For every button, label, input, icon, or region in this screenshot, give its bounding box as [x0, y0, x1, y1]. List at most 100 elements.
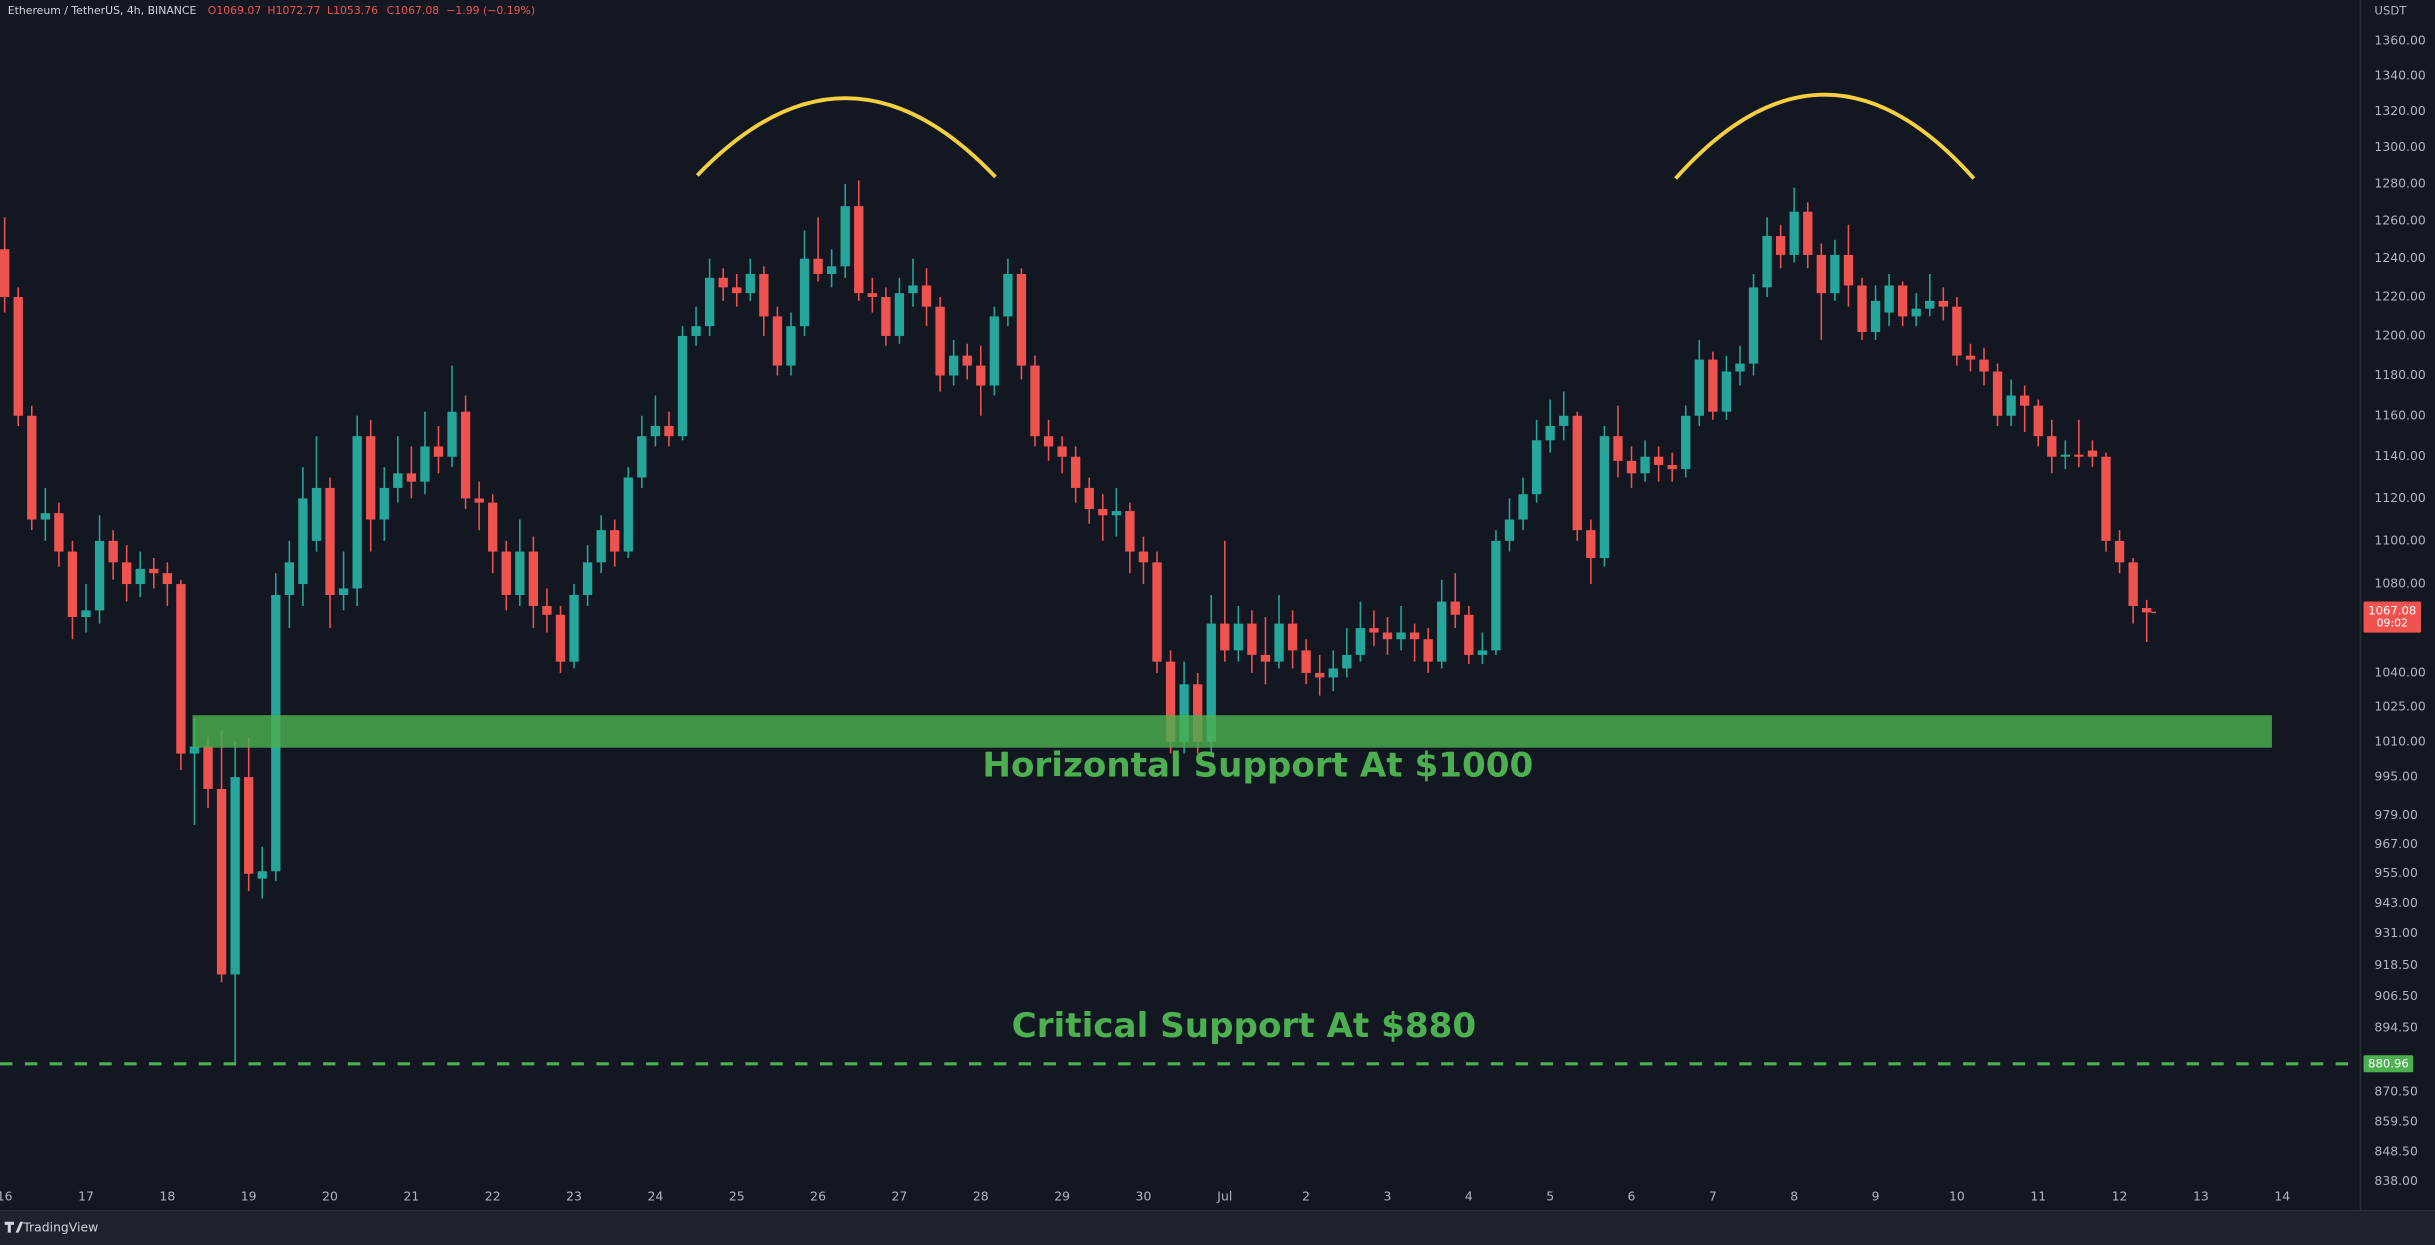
- quote-value: O1069.07: [208, 4, 261, 17]
- y-tick-label: 894.50: [2374, 1019, 2418, 1034]
- candle-body: [1775, 236, 1786, 255]
- currency: USDT: [2374, 3, 2407, 17]
- candle-body: [582, 562, 593, 595]
- candle-body: [1694, 359, 1704, 416]
- y-tick-label: 1320.00: [2374, 103, 2425, 118]
- candle-body: [122, 562, 132, 585]
- candle-body: [13, 297, 23, 416]
- candle-body: [1667, 465, 1677, 470]
- x-tick-label: 5: [1546, 1188, 1554, 1203]
- candle-body: [1111, 511, 1122, 516]
- support-zone: [192, 715, 2272, 748]
- y-tick-label: 906.50: [2374, 988, 2418, 1003]
- y-tick-label: 979.00: [2374, 807, 2418, 822]
- candle-body: [162, 573, 173, 585]
- candle-body: [1911, 308, 1921, 317]
- candle-body: [1518, 494, 1528, 520]
- y-tick-label: 1300.00: [2374, 139, 2425, 154]
- candle-body: [488, 502, 498, 552]
- candle-body: [2006, 395, 2016, 416]
- candle-body: [2060, 454, 2070, 457]
- candle-body: [1884, 285, 1894, 313]
- x-tick-label: 14: [2274, 1188, 2290, 1203]
- candle-body: [989, 316, 999, 386]
- candle-body: [1491, 540, 1501, 651]
- candle-body: [1125, 511, 1135, 552]
- symbol: Ethereum / TetherUS, 4h, BINANCE: [8, 4, 197, 17]
- candle-body: [894, 293, 905, 336]
- candle-body: [515, 551, 525, 595]
- candle-body: [1640, 456, 1650, 474]
- candle-body: [596, 530, 606, 563]
- candle-body: [1762, 236, 1772, 288]
- candle-body: [352, 436, 362, 589]
- x-tick-label: 13: [2193, 1188, 2209, 1203]
- y-tick-label: 1340.00: [2374, 68, 2425, 83]
- x-tick-label: 4: [1465, 1188, 1473, 1203]
- candle-body: [2033, 405, 2043, 437]
- candle-body: [1152, 562, 1162, 662]
- last-price: 1067.08: [2368, 603, 2416, 617]
- candle-body: [1870, 300, 1881, 333]
- candle-body: [1409, 632, 1420, 640]
- candle-body: [1274, 623, 1284, 662]
- candle-body: [1003, 273, 1013, 317]
- candle-body: [2101, 456, 2111, 541]
- x-tick-label: 7: [1709, 1188, 1717, 1203]
- candle-body: [379, 487, 389, 520]
- candle-body: [1328, 668, 1338, 678]
- x-tick-label: 6: [1628, 1188, 1636, 1203]
- candle-body: [1925, 300, 1935, 309]
- x-tick-label: 17: [78, 1188, 94, 1203]
- footer-bar: [0, 1212, 2435, 1245]
- candle-body: [1206, 623, 1216, 742]
- candle-body: [189, 746, 200, 754]
- candle-body: [1613, 436, 1623, 461]
- candle-body: [881, 297, 891, 336]
- candle-body: [67, 551, 78, 617]
- candle-body: [610, 530, 620, 552]
- candle-body: [1708, 359, 1718, 412]
- x-tick-label: 10: [1949, 1188, 1965, 1203]
- y-tick-label: 1025.00: [2374, 699, 2425, 714]
- candle-body: [203, 746, 213, 789]
- x-tick-label: 11: [2030, 1188, 2046, 1203]
- candle-body: [1477, 650, 1488, 655]
- x-tick-label: 24: [648, 1188, 664, 1203]
- candle-body: [1301, 650, 1311, 673]
- candle-body: [1437, 601, 1447, 662]
- y-tick-label: 1240.00: [2374, 250, 2425, 265]
- candle-body: [867, 293, 877, 298]
- candle-body: [935, 306, 945, 376]
- candle-body: [1315, 672, 1325, 678]
- candle-body: [921, 285, 932, 307]
- candle-body: [284, 562, 295, 595]
- x-tick-label: 29: [1054, 1188, 1070, 1203]
- candle-body: [474, 498, 484, 503]
- candle-body: [650, 425, 661, 437]
- candle-body: [2142, 608, 2152, 613]
- critical-price: 880.96: [2368, 1056, 2409, 1070]
- candle-body: [718, 277, 728, 288]
- critical-price-box: [2363, 1055, 2414, 1073]
- candle-body: [1043, 436, 1054, 447]
- x-tick-label: 25: [729, 1188, 745, 1203]
- candle-body: [1287, 623, 1298, 651]
- candle-body: [1599, 436, 1610, 559]
- candle-body: [1071, 456, 1081, 488]
- candle-body: [569, 594, 579, 662]
- candle-body: [54, 513, 64, 552]
- x-tick-label: 22: [485, 1188, 501, 1203]
- y-tick-label: 1010.00: [2374, 733, 2425, 748]
- last-price-box: [2363, 601, 2422, 633]
- candle-body: [799, 258, 810, 327]
- candle-body: [447, 411, 457, 457]
- y-tick-label: 848.50: [2374, 1144, 2418, 1159]
- x-tick-label: 16: [0, 1188, 13, 1203]
- candle-body: [2114, 540, 2125, 563]
- candle-body: [2020, 395, 2030, 406]
- x-tick-label: 12: [2112, 1188, 2128, 1203]
- x-tick-label: 2: [1302, 1188, 1310, 1203]
